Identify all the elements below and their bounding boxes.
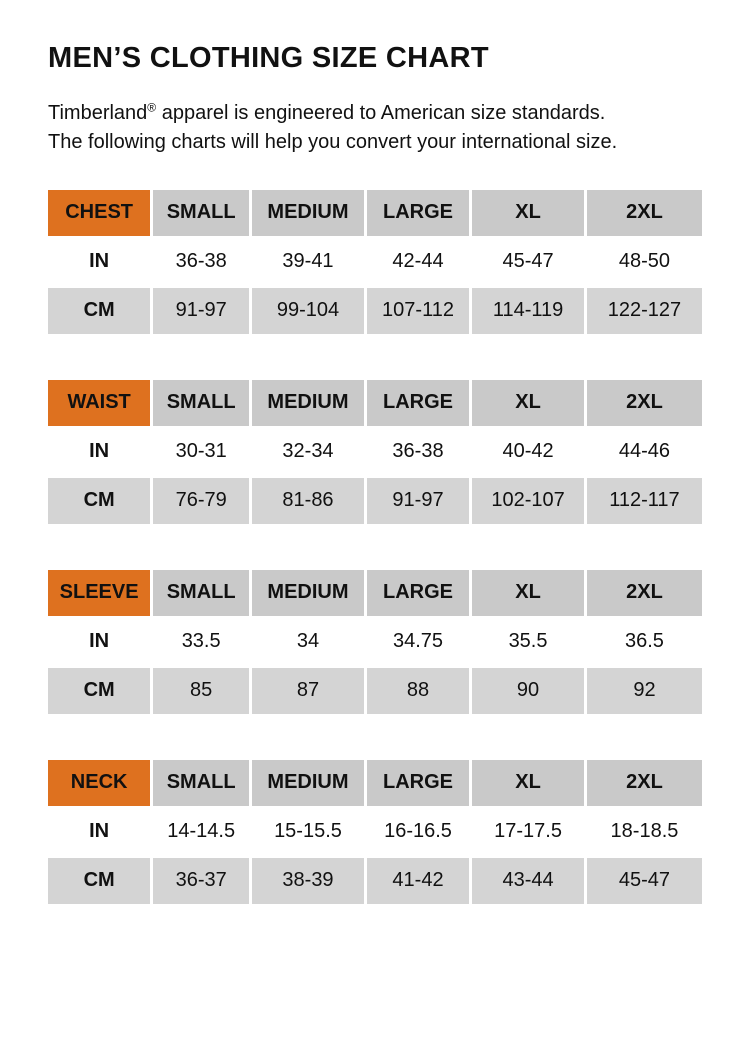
size-value-cell: 114-119 bbox=[472, 287, 584, 334]
inches-row: IN 30-31 32-34 36-38 40-42 44-46 bbox=[48, 428, 702, 475]
size-value-cell: 43-44 bbox=[472, 857, 584, 904]
header-row: SLEEVE SMALL MEDIUM LARGE XL 2XL bbox=[48, 569, 702, 616]
page-title: MEN’S CLOTHING SIZE CHART bbox=[48, 42, 489, 74]
size-value-cell: 107-112 bbox=[366, 287, 470, 334]
size-value-cell: 41-42 bbox=[366, 857, 470, 904]
unit-label-cm: CM bbox=[48, 477, 151, 524]
size-value-cell: 90 bbox=[472, 667, 584, 714]
size-header-large: LARGE bbox=[366, 759, 470, 806]
unit-label-in: IN bbox=[48, 428, 151, 475]
size-value-cell: 99-104 bbox=[252, 287, 364, 334]
size-header-small: SMALL bbox=[153, 759, 250, 806]
brand-name: Timberland bbox=[48, 102, 148, 124]
size-value-cell: 45-47 bbox=[586, 857, 702, 904]
size-value-cell: 36-38 bbox=[366, 428, 470, 475]
size-header-xl: XL bbox=[472, 759, 584, 806]
size-value-cell: 15-15.5 bbox=[252, 808, 364, 855]
size-header-2xl: 2XL bbox=[586, 379, 702, 426]
registered-trademark-symbol: ® bbox=[147, 100, 157, 115]
size-value-cell: 30-31 bbox=[153, 428, 250, 475]
size-value-cell: 81-86 bbox=[252, 477, 364, 524]
header-row: CHEST SMALL MEDIUM LARGE XL 2XL bbox=[48, 189, 702, 236]
size-value-cell: 87 bbox=[252, 667, 364, 714]
size-value-cell: 44-46 bbox=[586, 428, 702, 475]
size-value-cell: 92 bbox=[586, 667, 702, 714]
header-row: NECK SMALL MEDIUM LARGE XL 2XL bbox=[48, 759, 702, 806]
centimeters-row: CM 76-79 81-86 91-97 102-107 112-117 bbox=[48, 477, 702, 524]
size-value-cell: 112-117 bbox=[586, 477, 702, 524]
size-header-medium: MEDIUM bbox=[252, 189, 364, 236]
unit-label-in: IN bbox=[48, 808, 151, 855]
size-value-cell: 42-44 bbox=[366, 238, 470, 285]
intro-text: Timberland® apparel is engineered to Ame… bbox=[48, 99, 620, 158]
size-value-cell: 40-42 bbox=[472, 428, 584, 475]
size-header-large: LARGE bbox=[366, 189, 470, 236]
size-header-xl: XL bbox=[472, 379, 584, 426]
centimeters-row: CM 91-97 99-104 107-112 114-119 122-127 bbox=[48, 287, 702, 334]
unit-label-in: IN bbox=[48, 238, 151, 285]
size-value-cell: 14-14.5 bbox=[153, 808, 250, 855]
size-value-cell: 122-127 bbox=[586, 287, 702, 334]
size-header-large: LARGE bbox=[366, 379, 470, 426]
size-value-cell: 33.5 bbox=[153, 618, 250, 665]
size-header-xl: XL bbox=[472, 189, 584, 236]
size-header-large: LARGE bbox=[366, 569, 470, 616]
size-header-2xl: 2XL bbox=[586, 569, 702, 616]
size-header-medium: MEDIUM bbox=[252, 759, 364, 806]
size-value-cell: 34 bbox=[252, 618, 364, 665]
size-value-cell: 36-37 bbox=[153, 857, 250, 904]
measure-label-chest: CHEST bbox=[48, 189, 151, 236]
intro-body: apparel is engineered to American size s… bbox=[48, 102, 618, 154]
size-table-waist: WAIST SMALL MEDIUM LARGE XL 2XL IN 30-31… bbox=[45, 377, 705, 527]
header-row: WAIST SMALL MEDIUM LARGE XL 2XL bbox=[48, 379, 702, 426]
size-value-cell: 16-16.5 bbox=[366, 808, 470, 855]
size-value-cell: 48-50 bbox=[586, 238, 702, 285]
sleeve-table-block: SLEEVE SMALL MEDIUM LARGE XL 2XL IN 33.5… bbox=[48, 567, 702, 717]
size-table-chest: CHEST SMALL MEDIUM LARGE XL 2XL IN 36-38… bbox=[45, 187, 705, 337]
size-table-sleeve: SLEEVE SMALL MEDIUM LARGE XL 2XL IN 33.5… bbox=[45, 567, 705, 717]
measure-label-neck: NECK bbox=[48, 759, 151, 806]
size-header-small: SMALL bbox=[153, 379, 250, 426]
size-value-cell: 36.5 bbox=[586, 618, 702, 665]
size-value-cell: 18-18.5 bbox=[586, 808, 702, 855]
size-value-cell: 91-97 bbox=[366, 477, 470, 524]
size-header-small: SMALL bbox=[153, 569, 250, 616]
size-value-cell: 102-107 bbox=[472, 477, 584, 524]
neck-table-block: NECK SMALL MEDIUM LARGE XL 2XL IN 14-14.… bbox=[48, 757, 702, 907]
size-header-2xl: 2XL bbox=[586, 189, 702, 236]
unit-label-cm: CM bbox=[48, 287, 151, 334]
size-value-cell: 36-38 bbox=[153, 238, 250, 285]
size-value-cell: 45-47 bbox=[472, 238, 584, 285]
inches-row: IN 14-14.5 15-15.5 16-16.5 17-17.5 18-18… bbox=[48, 808, 702, 855]
size-value-cell: 91-97 bbox=[153, 287, 250, 334]
size-header-small: SMALL bbox=[153, 189, 250, 236]
size-value-cell: 34.75 bbox=[366, 618, 470, 665]
size-header-medium: MEDIUM bbox=[252, 569, 364, 616]
inches-row: IN 36-38 39-41 42-44 45-47 48-50 bbox=[48, 238, 702, 285]
size-value-cell: 32-34 bbox=[252, 428, 364, 475]
size-header-medium: MEDIUM bbox=[252, 379, 364, 426]
size-value-cell: 39-41 bbox=[252, 238, 364, 285]
measure-label-waist: WAIST bbox=[48, 379, 151, 426]
inches-row: IN 33.5 34 34.75 35.5 36.5 bbox=[48, 618, 702, 665]
measure-label-sleeve: SLEEVE bbox=[48, 569, 151, 616]
size-value-cell: 88 bbox=[366, 667, 470, 714]
size-table-neck: NECK SMALL MEDIUM LARGE XL 2XL IN 14-14.… bbox=[45, 757, 705, 907]
unit-label-cm: CM bbox=[48, 857, 151, 904]
size-header-xl: XL bbox=[472, 569, 584, 616]
size-header-2xl: 2XL bbox=[586, 759, 702, 806]
chest-table-block: CHEST SMALL MEDIUM LARGE XL 2XL IN 36-38… bbox=[48, 187, 702, 337]
size-value-cell: 76-79 bbox=[153, 477, 250, 524]
size-value-cell: 17-17.5 bbox=[472, 808, 584, 855]
centimeters-row: CM 36-37 38-39 41-42 43-44 45-47 bbox=[48, 857, 702, 904]
size-value-cell: 38-39 bbox=[252, 857, 364, 904]
size-value-cell: 85 bbox=[153, 667, 250, 714]
size-value-cell: 35.5 bbox=[472, 618, 584, 665]
centimeters-row: CM 85 87 88 90 92 bbox=[48, 667, 702, 714]
unit-label-in: IN bbox=[48, 618, 151, 665]
waist-table-block: WAIST SMALL MEDIUM LARGE XL 2XL IN 30-31… bbox=[48, 377, 702, 527]
unit-label-cm: CM bbox=[48, 667, 151, 714]
